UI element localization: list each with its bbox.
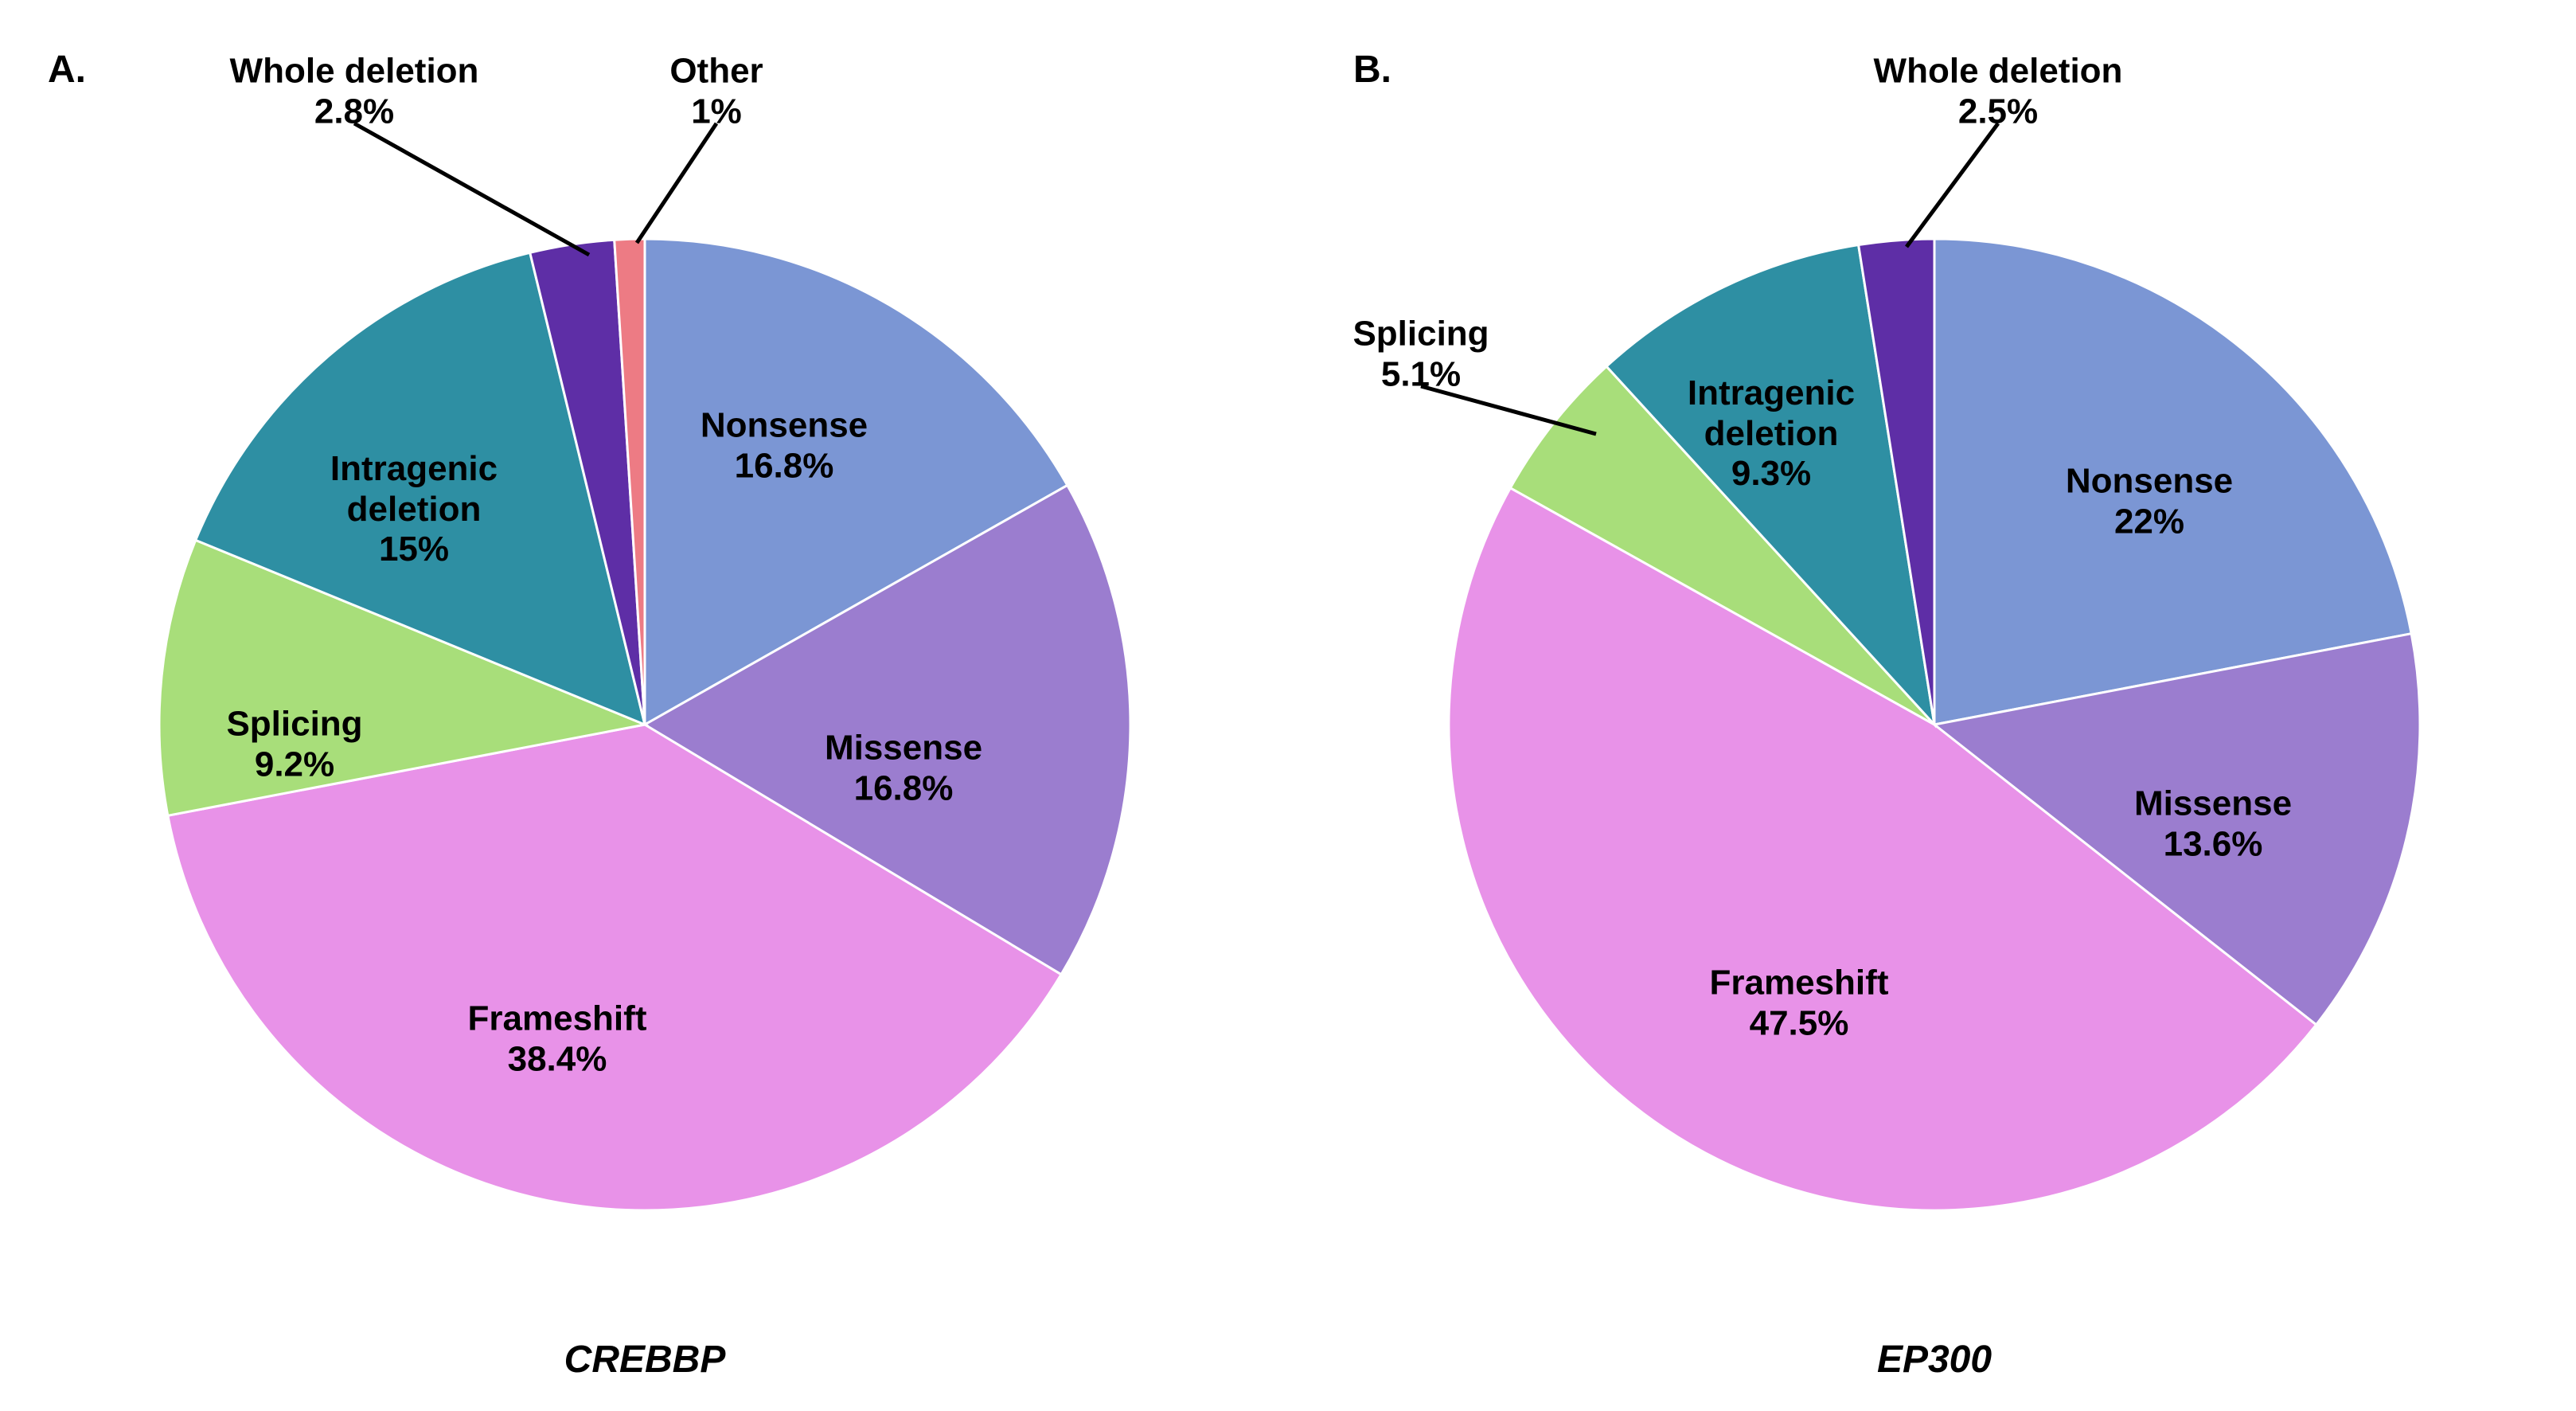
slice-label-nonsense: Nonsense 16.8% xyxy=(701,405,868,486)
slice-label-intragenic-deletion: Intragenic deletion 15% xyxy=(330,449,498,570)
pie-chart-ep300 xyxy=(0,0,2576,1411)
chart-title-ep300: EP300 xyxy=(1775,1338,2094,1382)
slice-label-other: Other 1% xyxy=(669,51,763,131)
slice-label-splicing: Splicing 5.1% xyxy=(1352,314,1489,394)
slice-label-missense: Missense 16.8% xyxy=(825,728,982,808)
slice-label-frameshift: Frameshift 38.4% xyxy=(468,999,647,1079)
slice-label-whole-deletion: Whole deletion 2.8% xyxy=(230,51,479,131)
slice-label-frameshift: Frameshift 47.5% xyxy=(1710,963,1889,1043)
slice-label-splicing: Splicing 9.2% xyxy=(226,704,362,784)
figure-root: A. CREBBP B. EP300 Nonsense 16.8%Missens… xyxy=(0,0,2576,1411)
slice-label-missense: Missense 13.6% xyxy=(2134,784,2292,864)
leader-line xyxy=(1907,123,1998,247)
slice-label-whole-deletion: Whole deletion 2.5% xyxy=(1874,51,2123,131)
slice-label-nonsense: Nonsense 22% xyxy=(2066,461,2233,541)
slice-label-intragenic-deletion: Intragenic deletion 9.3% xyxy=(1688,373,1855,494)
